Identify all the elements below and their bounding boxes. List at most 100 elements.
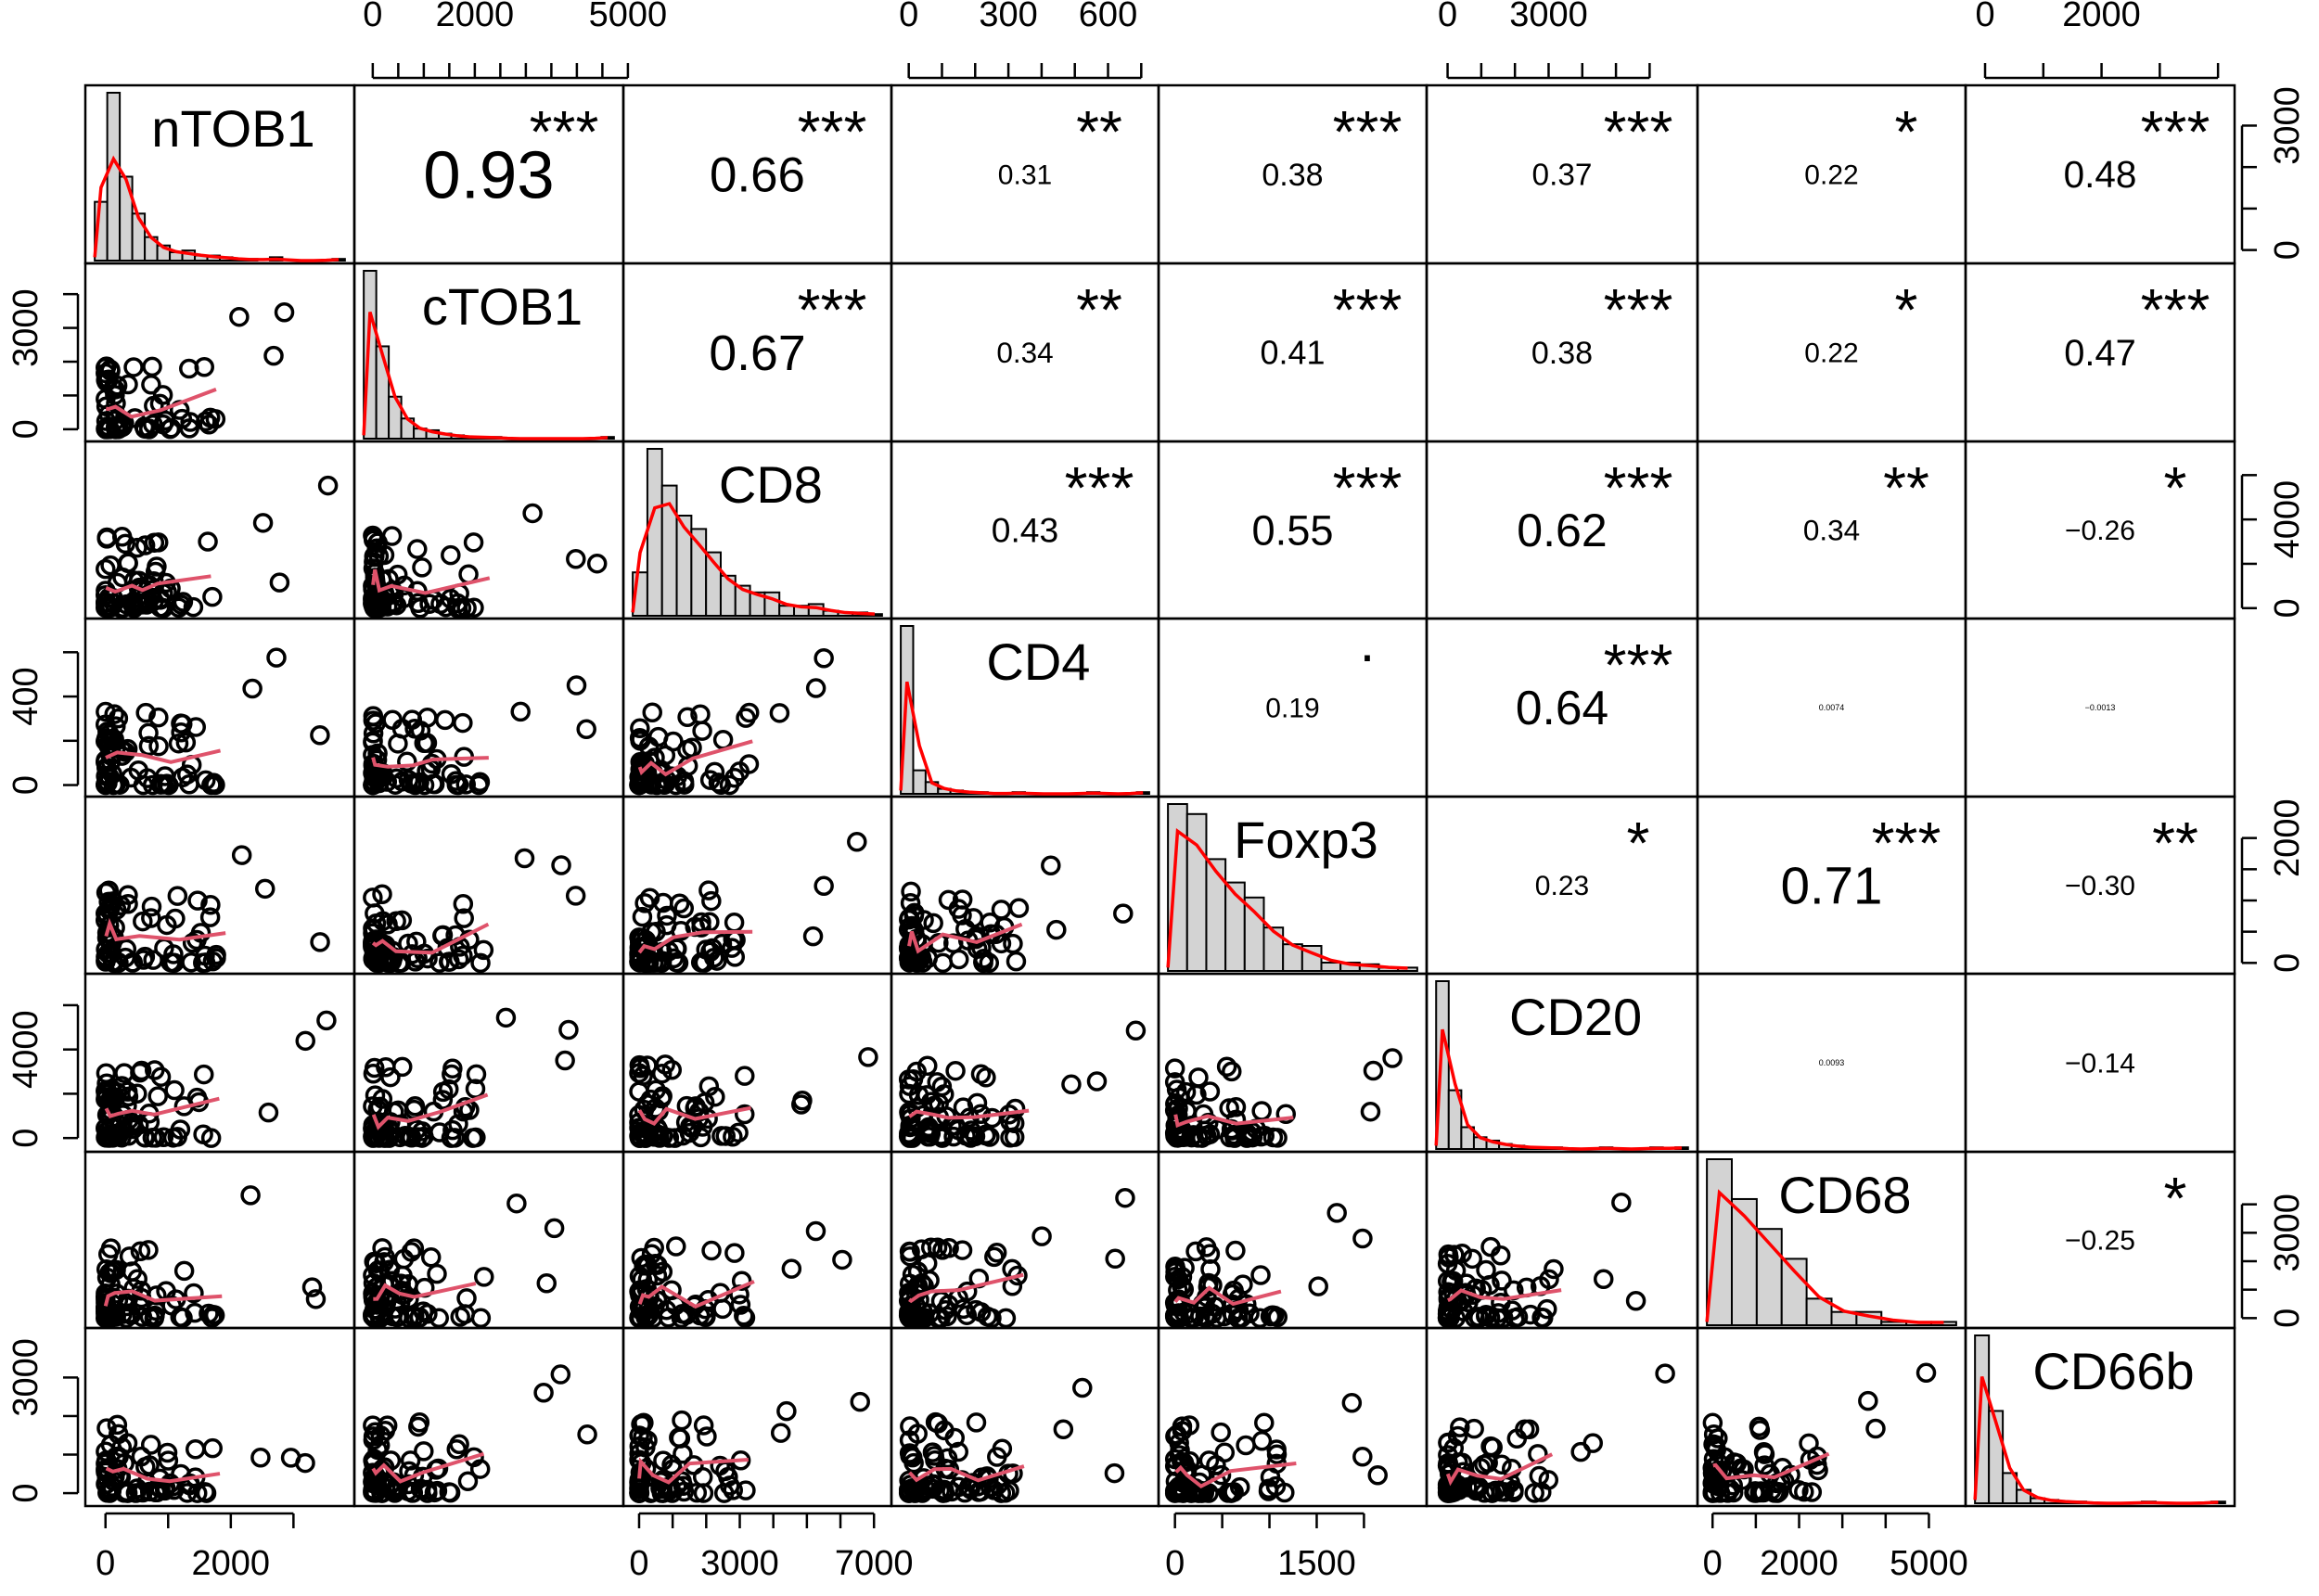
scatter-point	[738, 754, 760, 774]
scatter-point	[367, 1475, 388, 1496]
scatter-point	[1003, 933, 1023, 954]
scatter-point	[183, 596, 204, 618]
scatter-point	[671, 1308, 692, 1329]
significance-stars: ***	[1333, 454, 1403, 521]
scatter-point	[902, 1307, 923, 1328]
scatter-point	[367, 743, 388, 764]
variable-label: CD66b	[2032, 1342, 2194, 1400]
scatter-point	[665, 774, 686, 796]
scatter-point	[173, 1308, 193, 1328]
scatter-point	[125, 1483, 147, 1503]
scatter-point	[979, 952, 1000, 974]
scatter-point	[642, 702, 662, 722]
scatter-point	[364, 530, 384, 551]
scatter-point	[390, 1306, 410, 1326]
scatter-point	[107, 1414, 128, 1436]
tick-label: 5000	[1890, 1544, 1968, 1583]
tick-label: 2000	[2268, 798, 2307, 877]
smooth-line	[104, 917, 226, 942]
scatter-point	[127, 537, 147, 558]
scatter-point	[713, 1483, 735, 1503]
scatter-point	[792, 1091, 813, 1111]
scatter-point	[1367, 1464, 1389, 1486]
tick-label: 0	[6, 1484, 45, 1503]
scatter-point	[805, 678, 826, 698]
scatter-point	[1480, 1482, 1502, 1502]
scatter-point	[932, 952, 954, 974]
scatter-point	[963, 1473, 983, 1493]
scatter-point	[106, 419, 126, 440]
scatter-point	[173, 592, 194, 612]
scatter-point	[375, 1421, 396, 1441]
smooth-line	[105, 574, 211, 594]
scatter-point	[1195, 1306, 1216, 1326]
scatter-point	[141, 908, 161, 928]
scatter-point	[922, 1442, 943, 1462]
scatter-point	[372, 884, 392, 904]
scatter-point	[199, 1303, 219, 1324]
scatter-point	[1507, 1307, 1529, 1327]
scatter-point	[96, 1063, 117, 1084]
scatter-point	[118, 1086, 139, 1107]
scatter-point	[929, 1093, 949, 1114]
correlation-value: −0.26	[2065, 516, 2135, 546]
density-curve	[1434, 1028, 1683, 1151]
scatter-point	[657, 905, 677, 926]
scatter-point	[1199, 1244, 1221, 1264]
scatter-point	[439, 1482, 460, 1502]
scatter-point	[128, 760, 148, 781]
scatter-point	[202, 1437, 223, 1459]
scatter-point	[229, 306, 250, 327]
scatter-point	[917, 1055, 938, 1077]
scatter-point	[944, 1427, 966, 1449]
scatter-point	[1437, 1253, 1458, 1274]
significance-stars: *	[1895, 98, 1918, 165]
scatter-point	[939, 1238, 959, 1258]
scatter-point	[120, 1303, 140, 1323]
scatter-point	[430, 594, 451, 615]
correlation-value: −0.0013	[2085, 703, 2116, 712]
scatter-point	[734, 1305, 754, 1326]
tick-label: 3000	[700, 1544, 779, 1583]
scatter-point	[409, 772, 429, 793]
scatter-point	[970, 1302, 992, 1322]
tick-label: 0	[629, 1544, 648, 1583]
scatter-point	[1363, 1060, 1384, 1081]
scatter-point	[100, 1238, 122, 1258]
scatter-point	[441, 1128, 462, 1148]
scatter-point	[814, 875, 834, 897]
scatter-point	[900, 892, 921, 913]
correlation-value: 0.62	[1517, 504, 1607, 556]
scatter-point	[388, 734, 408, 754]
scatter-point	[938, 889, 959, 911]
scatter-point	[770, 1423, 791, 1443]
scatter-point	[1008, 898, 1030, 918]
scatter-point	[781, 1258, 802, 1279]
scatter-point	[240, 1185, 261, 1206]
scatter-point	[1450, 1417, 1470, 1437]
scatter-point	[1706, 1439, 1727, 1461]
scatter-point	[1186, 1084, 1207, 1105]
scatter-point	[1341, 1392, 1363, 1413]
scatter-point	[100, 1308, 121, 1328]
scatter-point	[470, 952, 491, 974]
scatter-point	[899, 1241, 920, 1262]
significance-stars: ***	[798, 98, 867, 165]
smooth-line	[637, 1280, 755, 1309]
scatter-point	[363, 732, 383, 753]
significance-stars: ***	[2141, 276, 2210, 343]
correlation-value: 0.22	[1804, 338, 1858, 369]
tick-label: 7000	[835, 1544, 914, 1583]
scatter-point	[1222, 1061, 1242, 1082]
smooth-line	[371, 922, 490, 955]
scatter-point	[466, 1064, 487, 1085]
correlation-value: −0.14	[2065, 1049, 2135, 1079]
scatter-point	[506, 1193, 527, 1214]
scatter-point	[1251, 1431, 1273, 1451]
scatter-point	[96, 1080, 116, 1102]
tick-label: 0	[6, 775, 45, 795]
scatter-point	[143, 950, 163, 970]
scatter-point	[391, 952, 412, 973]
scatter-point	[193, 1124, 213, 1144]
scatter-point	[152, 385, 173, 405]
